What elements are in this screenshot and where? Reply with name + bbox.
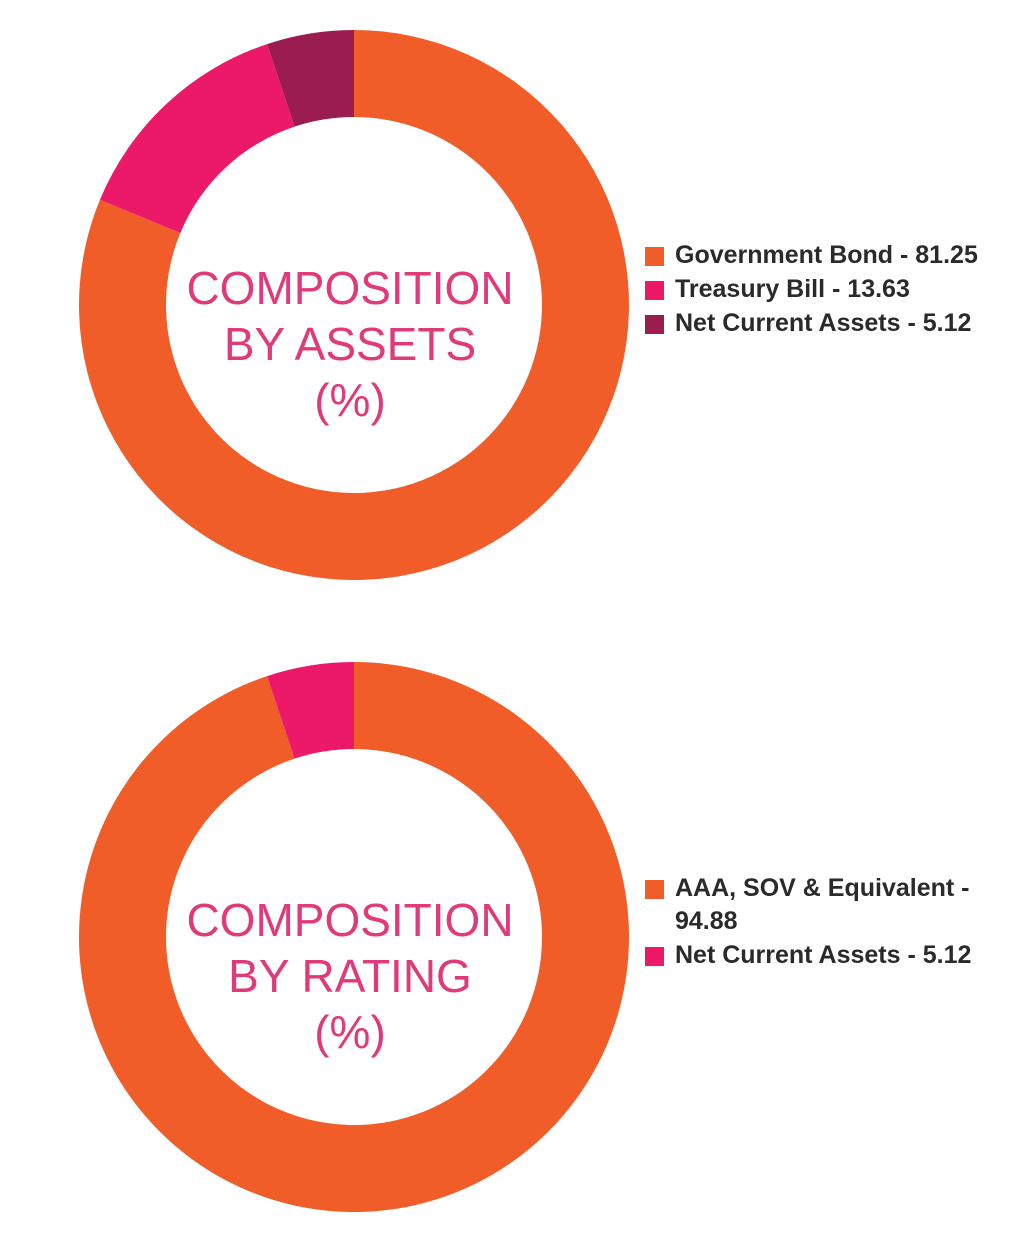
rating-center-title: COMPOSITION BY RATING (%) bbox=[150, 892, 550, 1060]
legend-label-net-current-assets-rating: Net Current Assets - 5.12 bbox=[675, 941, 972, 969]
slice-treasury-bill bbox=[99, 44, 295, 234]
assets-legend: Government Bond - 81.25 Treasury Bill - … bbox=[645, 239, 1025, 341]
legend-swatch-aaa-sov-equivalent bbox=[645, 880, 664, 899]
legend-item-net-current-assets-rating: Net Current Assets - 5.12 bbox=[645, 939, 1005, 972]
rating-title-line-2: BY RATING bbox=[228, 950, 472, 1002]
rating-composition-chart: COMPOSITION BY RATING (%) AAA, SOV & Equ… bbox=[0, 632, 1034, 1232]
legend-label-aaa-sov-equivalent: AAA, SOV & Equivalent - 94.88 bbox=[675, 874, 970, 935]
slice-net-current-assets bbox=[267, 662, 354, 759]
assets-composition-chart: COMPOSITION BY ASSETS (%) Government Bon… bbox=[0, 0, 1034, 600]
rating-legend: AAA, SOV & Equivalent - 94.88 Net Curren… bbox=[645, 872, 1005, 973]
assets-title-line-3: (%) bbox=[314, 374, 386, 426]
legend-item-treasury-bill: Treasury Bill - 13.63 bbox=[645, 273, 1025, 306]
legend-label-government-bond: Government Bond - 81.25 bbox=[675, 241, 978, 269]
rating-title-line-3: (%) bbox=[314, 1006, 386, 1058]
rating-donut bbox=[78, 662, 629, 1212]
assets-title-line-2: BY ASSETS bbox=[223, 318, 477, 370]
slice-government-bond bbox=[78, 30, 629, 580]
legend-label-net-current-assets: Net Current Assets - 5.12 bbox=[675, 309, 972, 337]
legend-label-treasury-bill: Treasury Bill - 13.63 bbox=[675, 275, 910, 303]
legend-item-aaa-sov-equivalent: AAA, SOV & Equivalent - 94.88 bbox=[645, 872, 1005, 938]
rating-title-line-1: COMPOSITION bbox=[186, 894, 514, 946]
slice-net-current-assets bbox=[267, 30, 354, 127]
legend-swatch-net-current-assets-rating bbox=[645, 947, 664, 966]
assets-center-title: COMPOSITION BY ASSETS (%) bbox=[150, 260, 550, 428]
assets-title-line-1: COMPOSITION bbox=[186, 262, 514, 314]
legend-item-government-bond: Government Bond - 81.25 bbox=[645, 239, 1025, 272]
legend-item-net-current-assets: Net Current Assets - 5.12 bbox=[645, 307, 1025, 340]
legend-swatch-treasury-bill bbox=[645, 281, 664, 300]
assets-donut bbox=[78, 30, 629, 580]
legend-swatch-government-bond bbox=[645, 247, 664, 266]
legend-swatch-net-current-assets bbox=[645, 315, 664, 334]
slice-aaa-sov-equivalent bbox=[78, 662, 629, 1212]
